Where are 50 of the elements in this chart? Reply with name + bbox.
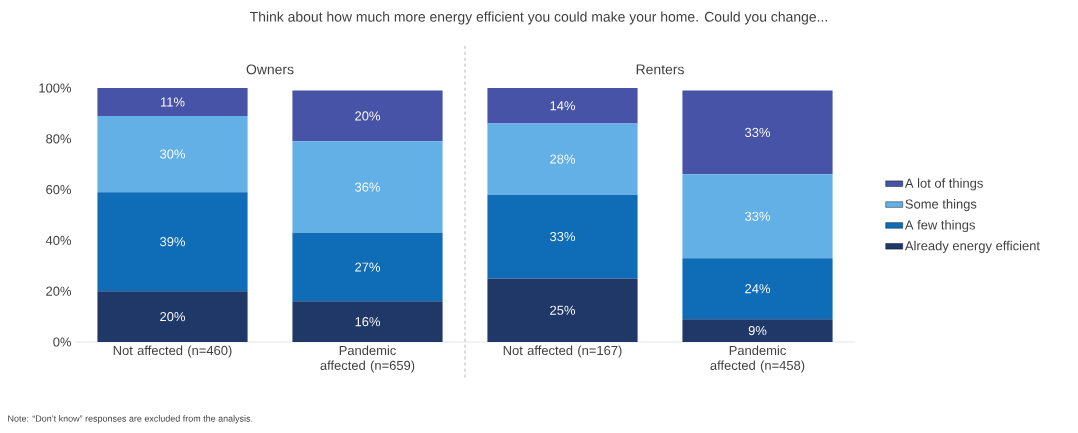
data-label: 14% [550, 101, 576, 111]
data-label: 20% [355, 111, 381, 121]
data-label: 33% [745, 127, 771, 138]
x-tick-label: Pandemic affected (n=458) [710, 345, 805, 373]
chart-title: Think about how much more energy efficient you could make your home. Could you change... [250, 11, 827, 25]
legend-label: A few things [904, 219, 975, 233]
x-tick-label: Pandemic affected (n=659) [320, 345, 415, 373]
data-label: 28% [550, 154, 576, 164]
bar [682, 319, 833, 342]
y-tick-label: 20% [46, 286, 72, 296]
data-label: 25% [550, 305, 576, 315]
data-label: 30% [160, 149, 186, 159]
bar [292, 90, 443, 142]
data-label: 11% [161, 97, 185, 107]
x-tick-label: Not affected (n=460) [113, 345, 232, 358]
data-label: 16% [355, 317, 381, 327]
bar [97, 291, 248, 342]
legend-label: Already energy efficient [904, 240, 1040, 253]
bar [97, 115, 248, 193]
y-tick-label: 60% [46, 185, 72, 195]
y-tick-label: 0% [53, 337, 72, 347]
bar [292, 301, 443, 342]
bar [487, 194, 638, 279]
data-label: 36% [355, 182, 381, 192]
x-tick-label: Not affected (n=167) [503, 345, 622, 358]
data-label: 9% [748, 325, 767, 336]
bar [682, 258, 833, 320]
bar [682, 174, 833, 259]
legend-label: Some things [905, 199, 977, 212]
bar [97, 88, 248, 116]
data-label: 39% [160, 237, 186, 247]
data-label: 33% [550, 232, 576, 242]
data-label: 20% [160, 312, 186, 322]
y-tick-label: 80% [46, 134, 72, 144]
text: Owners [246, 64, 294, 75]
data-label: 33% [745, 211, 771, 221]
y-tick-label: 100% [39, 83, 72, 93]
data-label: 27% [355, 262, 381, 272]
bar [487, 88, 638, 124]
bar [682, 90, 833, 175]
data-label: 24% [745, 284, 771, 294]
bar [97, 192, 248, 292]
bar [292, 141, 443, 233]
bar [487, 123, 638, 195]
bar [292, 232, 443, 302]
text: Renters [636, 64, 684, 75]
bar [487, 278, 638, 342]
y-tick-label: 40% [45, 235, 72, 245]
legend-label: A lot of things [904, 178, 983, 191]
text: Note: “Don’t know” responses are excluded from the analysis. [8, 415, 253, 424]
